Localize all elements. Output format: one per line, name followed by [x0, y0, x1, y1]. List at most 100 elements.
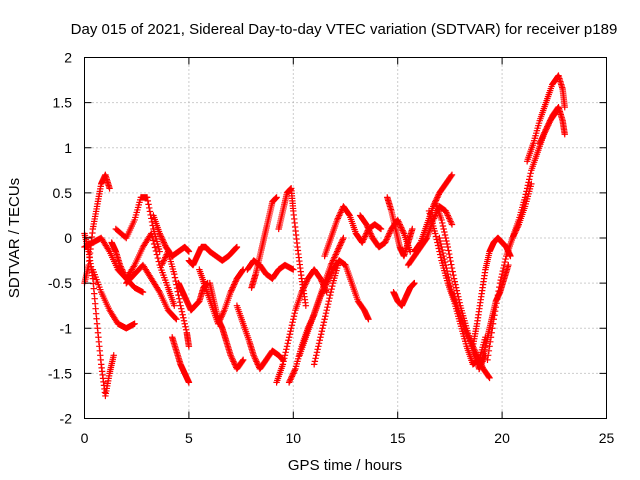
y-tick-label: -1	[60, 320, 73, 336]
y-tick-labels: -2 -1.5 -1 -0.5 0 0.5 1 1.5 2	[48, 50, 72, 427]
data-point	[453, 287, 461, 294]
data-point	[449, 268, 456, 275]
data-point	[251, 353, 258, 361]
data-point	[444, 243, 452, 251]
data-point	[435, 245, 442, 252]
data-point	[522, 191, 529, 198]
data-point	[442, 261, 449, 269]
data-point	[230, 282, 237, 290]
data-point	[462, 326, 469, 333]
data-point	[253, 358, 260, 365]
data-point	[290, 313, 298, 320]
data-point	[439, 249, 447, 257]
series-track-30	[432, 198, 489, 373]
data-point	[149, 237, 157, 244]
data-point	[398, 225, 406, 233]
data-point	[543, 124, 550, 132]
series-track-12	[185, 243, 241, 269]
series-track-03	[81, 234, 147, 296]
data-point	[273, 194, 280, 201]
data-point	[436, 248, 443, 255]
data-point	[281, 352, 289, 359]
data-point	[446, 216, 454, 224]
data-point	[285, 334, 293, 341]
data-point	[537, 138, 544, 145]
data-point	[145, 201, 152, 208]
data-point	[437, 254, 445, 261]
data-point	[361, 233, 369, 240]
data-point	[386, 228, 394, 236]
series-track-18	[275, 185, 310, 309]
data-point	[445, 247, 452, 254]
data-point	[322, 310, 330, 317]
data-point	[384, 233, 392, 240]
data-point	[130, 263, 137, 270]
data-point	[228, 355, 236, 362]
data-point	[546, 117, 554, 124]
data-point	[151, 244, 159, 251]
data-point	[158, 234, 165, 242]
data-point	[302, 279, 310, 287]
data-point	[526, 176, 533, 183]
data-point	[180, 314, 187, 321]
data-point	[498, 270, 506, 278]
data-point	[185, 379, 193, 386]
y-tick-label: -1.5	[48, 365, 72, 381]
data-point	[524, 182, 532, 189]
data-point	[473, 352, 481, 359]
data-point	[239, 357, 246, 365]
data-point	[446, 279, 454, 287]
series-track-02	[81, 171, 113, 287]
data-point	[288, 373, 296, 380]
data-point	[281, 355, 288, 362]
data-point	[493, 299, 500, 307]
data-point	[227, 288, 234, 296]
data-point	[452, 284, 460, 291]
data-point	[444, 270, 452, 278]
data-point	[176, 298, 184, 306]
data-point	[317, 331, 325, 338]
data-point	[461, 325, 468, 332]
data-point	[300, 284, 307, 291]
data-point	[338, 237, 346, 245]
data-point	[544, 121, 552, 129]
data-point	[290, 266, 297, 273]
data-point	[489, 325, 496, 332]
data-point	[440, 252, 447, 260]
data-point	[229, 284, 236, 291]
data-point	[500, 261, 508, 269]
data-point	[139, 288, 147, 296]
x-tick-label: 25	[599, 430, 615, 446]
data-point	[321, 316, 328, 323]
data-point	[528, 180, 535, 188]
data-point	[335, 245, 342, 252]
data-point	[444, 212, 452, 219]
data-point	[539, 134, 546, 141]
data-point	[361, 234, 368, 242]
data-point	[442, 234, 449, 242]
data-point	[432, 233, 440, 240]
data-point	[160, 257, 168, 264]
data-point	[251, 355, 259, 362]
data-point	[439, 222, 447, 230]
data-point	[228, 287, 235, 294]
data-point	[433, 236, 440, 243]
data-point	[445, 273, 452, 281]
data-point	[120, 269, 127, 276]
data-point	[299, 285, 307, 293]
data-point	[440, 225, 447, 233]
data-point	[383, 236, 390, 243]
data-point	[153, 251, 161, 258]
data-point	[324, 300, 332, 308]
data-point	[157, 231, 164, 239]
series-track-23	[321, 203, 385, 260]
data-point	[171, 274, 179, 281]
data-point	[335, 213, 342, 221]
data-point	[338, 239, 345, 246]
data-point	[331, 252, 339, 260]
data-point	[227, 352, 234, 359]
data-point	[443, 209, 450, 216]
data-point	[436, 251, 444, 258]
data-point	[448, 221, 456, 228]
data-point	[360, 236, 367, 243]
